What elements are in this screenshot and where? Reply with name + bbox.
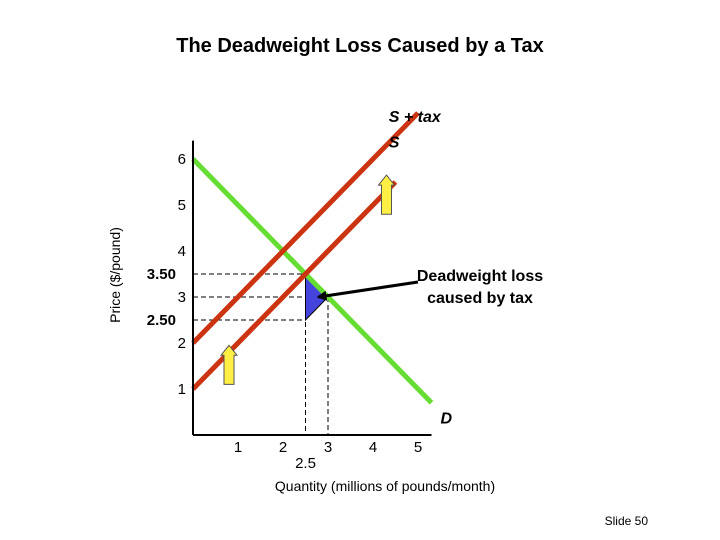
y-tick-label-highlight: 2.50	[147, 312, 176, 329]
x-tick-label: 4	[369, 439, 377, 456]
slide-label: Slide 50	[605, 514, 649, 528]
shift-arrow	[377, 174, 396, 215]
chart-title: The Deadweight Loss Caused by a Tax	[176, 35, 544, 57]
curve-label-s: S	[389, 135, 400, 152]
y-tick-label-highlight: 3.50	[147, 266, 176, 283]
y-tick-label: 5	[178, 197, 186, 214]
y-axis-label: Price ($/pound)	[107, 227, 123, 323]
shift-arrow	[219, 344, 239, 385]
curve-d	[191, 157, 434, 405]
dwl-annotation: Deadweight loss caused by tax	[316, 268, 543, 307]
x-axis-label: Quantity (millions of pounds/month)	[275, 478, 495, 494]
curve-s-tax	[191, 111, 420, 345]
curve-label-d: D	[441, 411, 453, 428]
x-tick-label-highlight: 2.5	[295, 455, 316, 472]
x-tick-label: 1	[234, 439, 242, 456]
annotation-text: caused by tax	[427, 290, 533, 307]
y-tick-label: 1	[178, 381, 186, 398]
annotation-arrow	[316, 280, 419, 301]
axes	[192, 140, 432, 436]
curve-label-s-tax: S + tax	[389, 109, 442, 126]
y-tick-label: 4	[178, 243, 186, 260]
annotation-text: Deadweight loss	[417, 268, 543, 285]
x-tick-label: 3	[324, 439, 332, 456]
y-tick-label: 2	[178, 335, 186, 352]
curve-s	[191, 180, 398, 391]
x-tick-label: 2	[279, 439, 287, 456]
ticks: 1 2 3 4 5 2.5 1 2 3 4 5 6 2.50 3.50	[147, 151, 422, 472]
x-tick-label: 5	[414, 439, 422, 456]
shift-arrows	[219, 174, 396, 385]
y-tick-label: 3	[178, 289, 186, 306]
curve-labels: D S S + tax	[389, 109, 453, 427]
y-tick-label: 6	[178, 151, 186, 168]
